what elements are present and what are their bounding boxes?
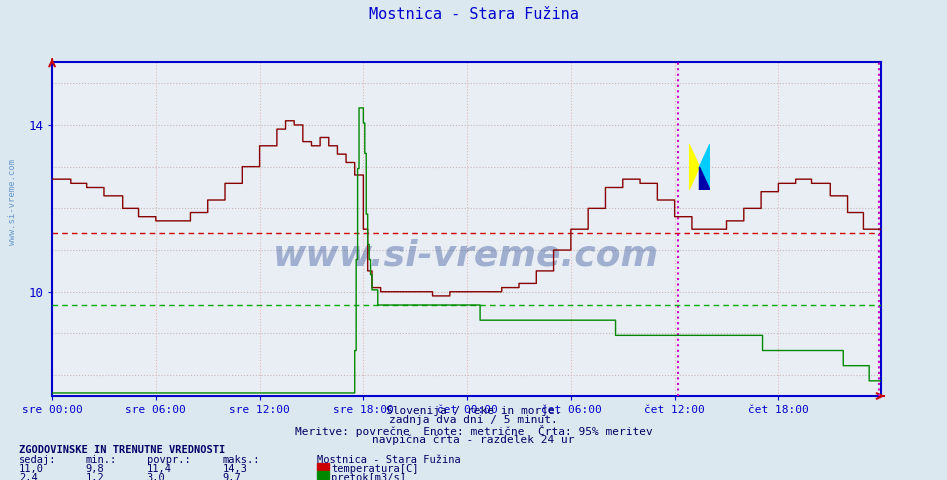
Text: 1,2: 1,2 xyxy=(85,473,104,480)
Text: maks.:: maks.: xyxy=(223,455,260,465)
Text: www.si-vreme.com: www.si-vreme.com xyxy=(274,239,659,273)
Text: sedaj:: sedaj: xyxy=(19,455,57,465)
Text: 9,8: 9,8 xyxy=(85,464,104,474)
Text: ZGODOVINSKE IN TRENUTNE VREDNOSTI: ZGODOVINSKE IN TRENUTNE VREDNOSTI xyxy=(19,445,225,456)
Polygon shape xyxy=(700,144,710,190)
Text: pretok[m3/s]: pretok[m3/s] xyxy=(331,473,406,480)
Text: Mostnica - Stara Fužina: Mostnica - Stara Fužina xyxy=(368,7,579,22)
Text: 2,4: 2,4 xyxy=(19,473,38,480)
Text: Meritve: povrečne  Enote: metrične  Črta: 95% meritev: Meritve: povrečne Enote: metrične Črta: … xyxy=(295,425,652,437)
Polygon shape xyxy=(700,167,710,190)
Text: navpična črta - razdelek 24 ur: navpična črta - razdelek 24 ur xyxy=(372,434,575,445)
Text: min.:: min.: xyxy=(85,455,116,465)
Text: 9,7: 9,7 xyxy=(223,473,241,480)
Text: 14,3: 14,3 xyxy=(223,464,247,474)
Text: 3,0: 3,0 xyxy=(147,473,166,480)
Text: Mostnica - Stara Fužina: Mostnica - Stara Fužina xyxy=(317,455,461,465)
Text: 11,4: 11,4 xyxy=(147,464,171,474)
Text: 11,0: 11,0 xyxy=(19,464,44,474)
Text: zadnja dva dni / 5 minut.: zadnja dva dni / 5 minut. xyxy=(389,415,558,425)
Text: Slovenija / reke in morje.: Slovenija / reke in morje. xyxy=(385,406,562,416)
Text: povpr.:: povpr.: xyxy=(147,455,190,465)
Polygon shape xyxy=(689,144,700,190)
Text: temperatura[C]: temperatura[C] xyxy=(331,464,419,474)
Text: www.si-vreme.com: www.si-vreme.com xyxy=(8,158,17,245)
